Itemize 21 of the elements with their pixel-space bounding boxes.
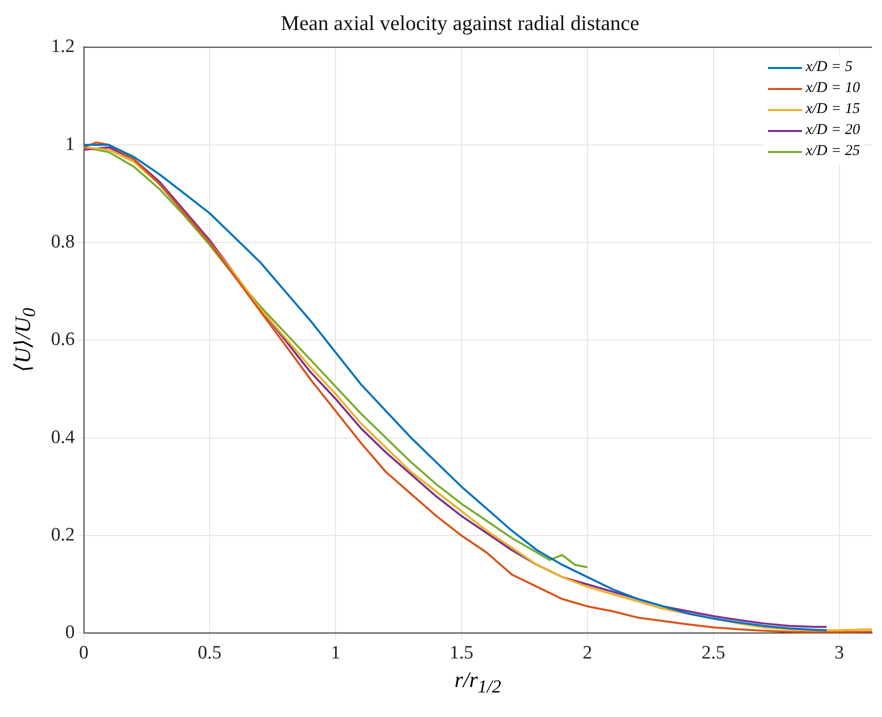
legend-label: x/D = 10 — [806, 80, 860, 98]
x-tick-label: 2.5 — [701, 642, 726, 664]
x-tick-label: 2 — [582, 642, 592, 664]
legend-label: x/D = 25 — [806, 143, 860, 160]
x-tick-label: 0 — [79, 642, 88, 664]
x-tick-label: 1 — [330, 642, 340, 664]
y-tick-label: 0 — [65, 622, 75, 644]
y-tick-label: 0.2 — [51, 524, 75, 546]
x-tick-label: 1.5 — [450, 642, 474, 664]
x-tick-label: 0.5 — [198, 642, 222, 664]
legend-label: x/D = 20 — [806, 122, 860, 140]
chart-title: Mean axial velocity against radial distance — [280, 11, 640, 36]
y-tick-label: 0.4 — [51, 426, 76, 448]
legend-label: x/D = 15 — [806, 101, 860, 118]
x-axis-title: r/r$_{1/2}$ — [454, 667, 502, 698]
x-tick-label: 3 — [834, 642, 844, 664]
y-tick-label: 1.2 — [51, 36, 75, 58]
y-tick-label: 0.8 — [51, 232, 75, 253]
y-tick-label: 1 — [65, 134, 75, 155]
y-tick-label: 0.6 — [51, 329, 75, 350]
legend-label: x/D = 5 — [806, 59, 852, 76]
